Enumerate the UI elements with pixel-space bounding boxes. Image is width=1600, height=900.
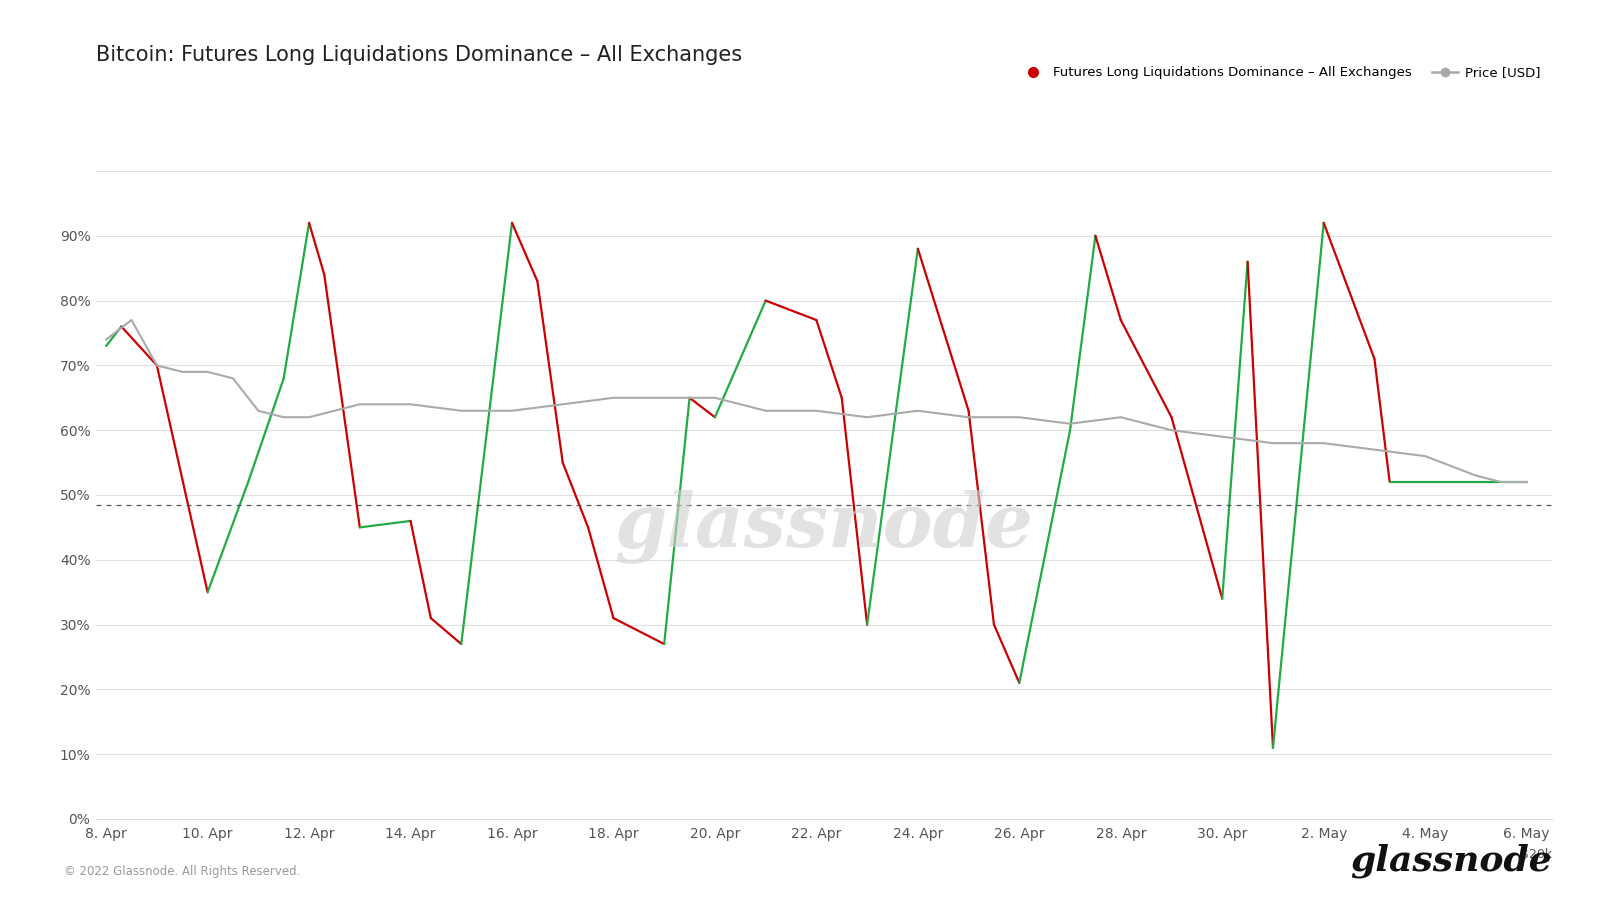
Text: $20k: $20k [1522, 848, 1552, 861]
Legend: Futures Long Liquidations Dominance – All Exchanges, Price [USD]: Futures Long Liquidations Dominance – Al… [1014, 61, 1546, 85]
Text: Bitcoin: Futures Long Liquidations Dominance – All Exchanges: Bitcoin: Futures Long Liquidations Domin… [96, 45, 742, 65]
Text: glassnode: glassnode [614, 491, 1034, 564]
Text: glassnode: glassnode [1350, 843, 1552, 878]
Text: © 2022 Glassnode. All Rights Reserved.: © 2022 Glassnode. All Rights Reserved. [64, 865, 301, 878]
